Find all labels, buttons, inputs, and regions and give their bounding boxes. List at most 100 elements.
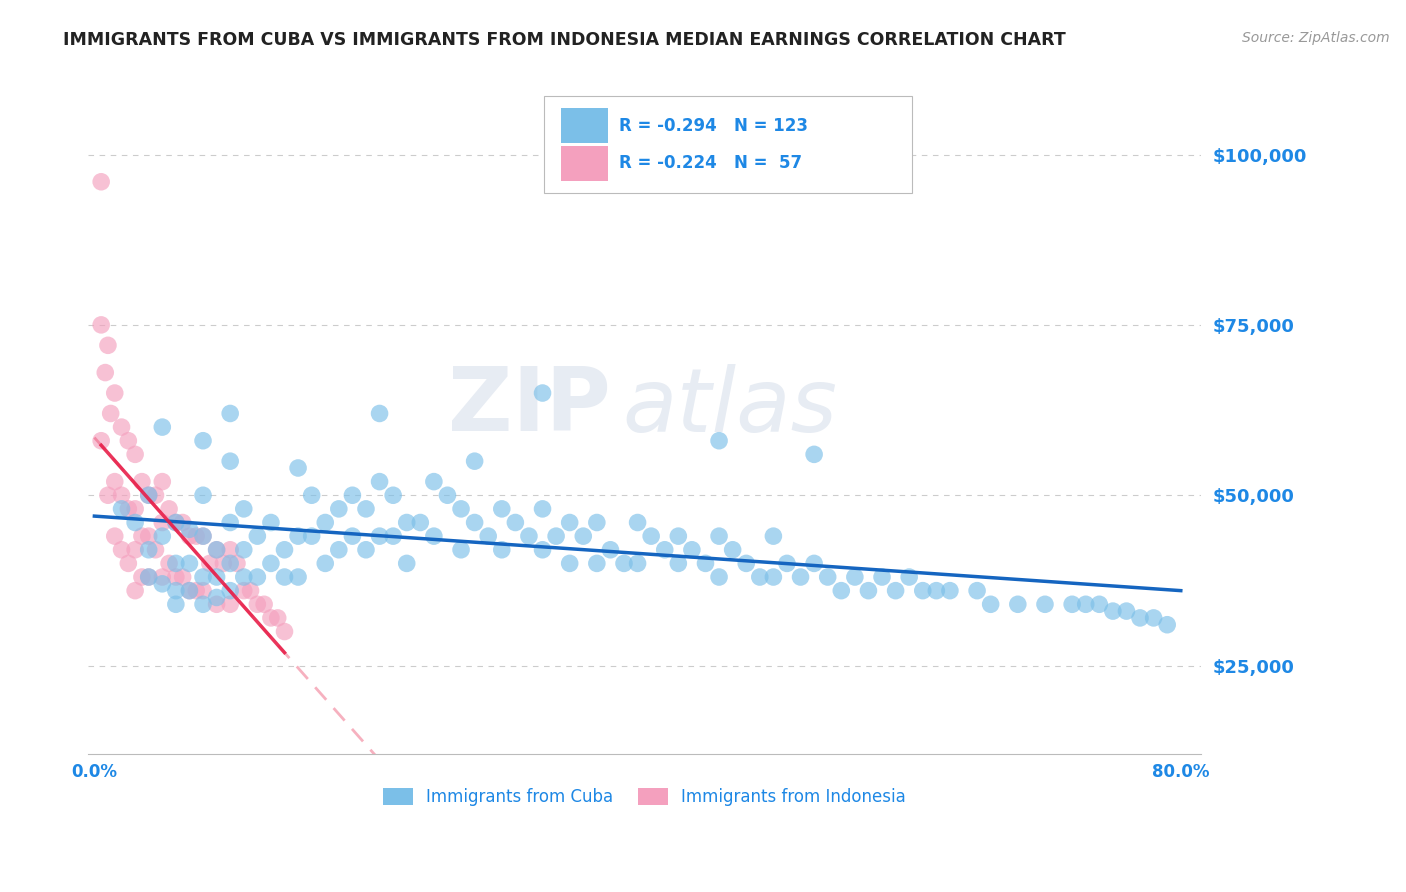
Point <box>464 516 486 530</box>
Point <box>165 516 187 530</box>
Point <box>1007 597 1029 611</box>
Text: R = -0.224   N =  57: R = -0.224 N = 57 <box>619 154 801 172</box>
Point <box>884 583 907 598</box>
Point <box>219 454 242 468</box>
Point <box>124 583 146 598</box>
Point <box>131 570 153 584</box>
Point <box>117 501 139 516</box>
Point <box>110 542 132 557</box>
Point <box>382 529 405 543</box>
Point <box>219 516 242 530</box>
Point <box>368 407 391 421</box>
Point <box>191 583 214 598</box>
Point <box>165 597 187 611</box>
Point <box>342 529 364 543</box>
Point <box>138 570 160 584</box>
Point <box>186 529 208 543</box>
Point <box>898 570 921 584</box>
Point <box>191 488 214 502</box>
Point <box>558 557 581 571</box>
Point <box>654 542 676 557</box>
FancyBboxPatch shape <box>544 96 911 194</box>
Point <box>150 475 173 489</box>
Point <box>464 454 486 468</box>
Point <box>287 570 309 584</box>
Point <box>232 570 254 584</box>
Point <box>273 624 295 639</box>
Point <box>666 557 689 571</box>
Point <box>117 557 139 571</box>
Point <box>423 475 446 489</box>
Point <box>301 529 323 543</box>
Point <box>517 529 540 543</box>
Point <box>150 577 173 591</box>
Point <box>531 542 554 557</box>
Point <box>368 475 391 489</box>
Point <box>165 516 187 530</box>
Point <box>260 557 283 571</box>
FancyBboxPatch shape <box>561 109 607 143</box>
Point <box>191 597 214 611</box>
Point <box>198 557 221 571</box>
Point <box>301 488 323 502</box>
Point <box>145 542 167 557</box>
Point <box>450 542 472 557</box>
Point <box>1115 604 1137 618</box>
Point <box>219 542 242 557</box>
Point <box>436 488 458 502</box>
Point <box>531 386 554 401</box>
Point <box>145 488 167 502</box>
Point <box>681 542 703 557</box>
Point <box>260 611 283 625</box>
Point <box>707 434 730 448</box>
Point <box>830 583 852 598</box>
Point <box>803 557 825 571</box>
Point <box>110 488 132 502</box>
Point <box>157 501 180 516</box>
Point <box>666 529 689 543</box>
Point <box>179 529 201 543</box>
Point <box>191 434 214 448</box>
Point <box>1143 611 1166 625</box>
Point <box>382 488 405 502</box>
Point <box>117 434 139 448</box>
Point <box>205 542 228 557</box>
Point <box>599 542 621 557</box>
Point <box>409 516 432 530</box>
Point <box>626 557 648 571</box>
Point <box>260 516 283 530</box>
Point <box>157 557 180 571</box>
Point <box>165 570 187 584</box>
Point <box>239 583 262 598</box>
Point <box>97 338 120 352</box>
Point <box>124 447 146 461</box>
Point <box>150 420 173 434</box>
Point <box>613 557 636 571</box>
Point <box>1129 611 1152 625</box>
Point <box>287 529 309 543</box>
Point <box>191 529 214 543</box>
Point <box>165 583 187 598</box>
Point <box>90 318 112 332</box>
Point <box>695 557 717 571</box>
Point <box>966 583 988 598</box>
Point <box>150 529 173 543</box>
Point <box>707 570 730 584</box>
Point <box>491 542 513 557</box>
Point <box>179 583 201 598</box>
Point <box>94 366 117 380</box>
Point <box>640 529 662 543</box>
Point <box>131 529 153 543</box>
Point <box>246 529 269 543</box>
Point <box>124 542 146 557</box>
Point <box>572 529 595 543</box>
Point <box>585 516 607 530</box>
Point <box>267 611 290 625</box>
Point <box>246 597 269 611</box>
Point <box>1102 604 1125 618</box>
Text: Source: ZipAtlas.com: Source: ZipAtlas.com <box>1241 31 1389 45</box>
Point <box>104 386 127 401</box>
Point <box>911 583 934 598</box>
Point <box>138 570 160 584</box>
Point <box>212 557 235 571</box>
